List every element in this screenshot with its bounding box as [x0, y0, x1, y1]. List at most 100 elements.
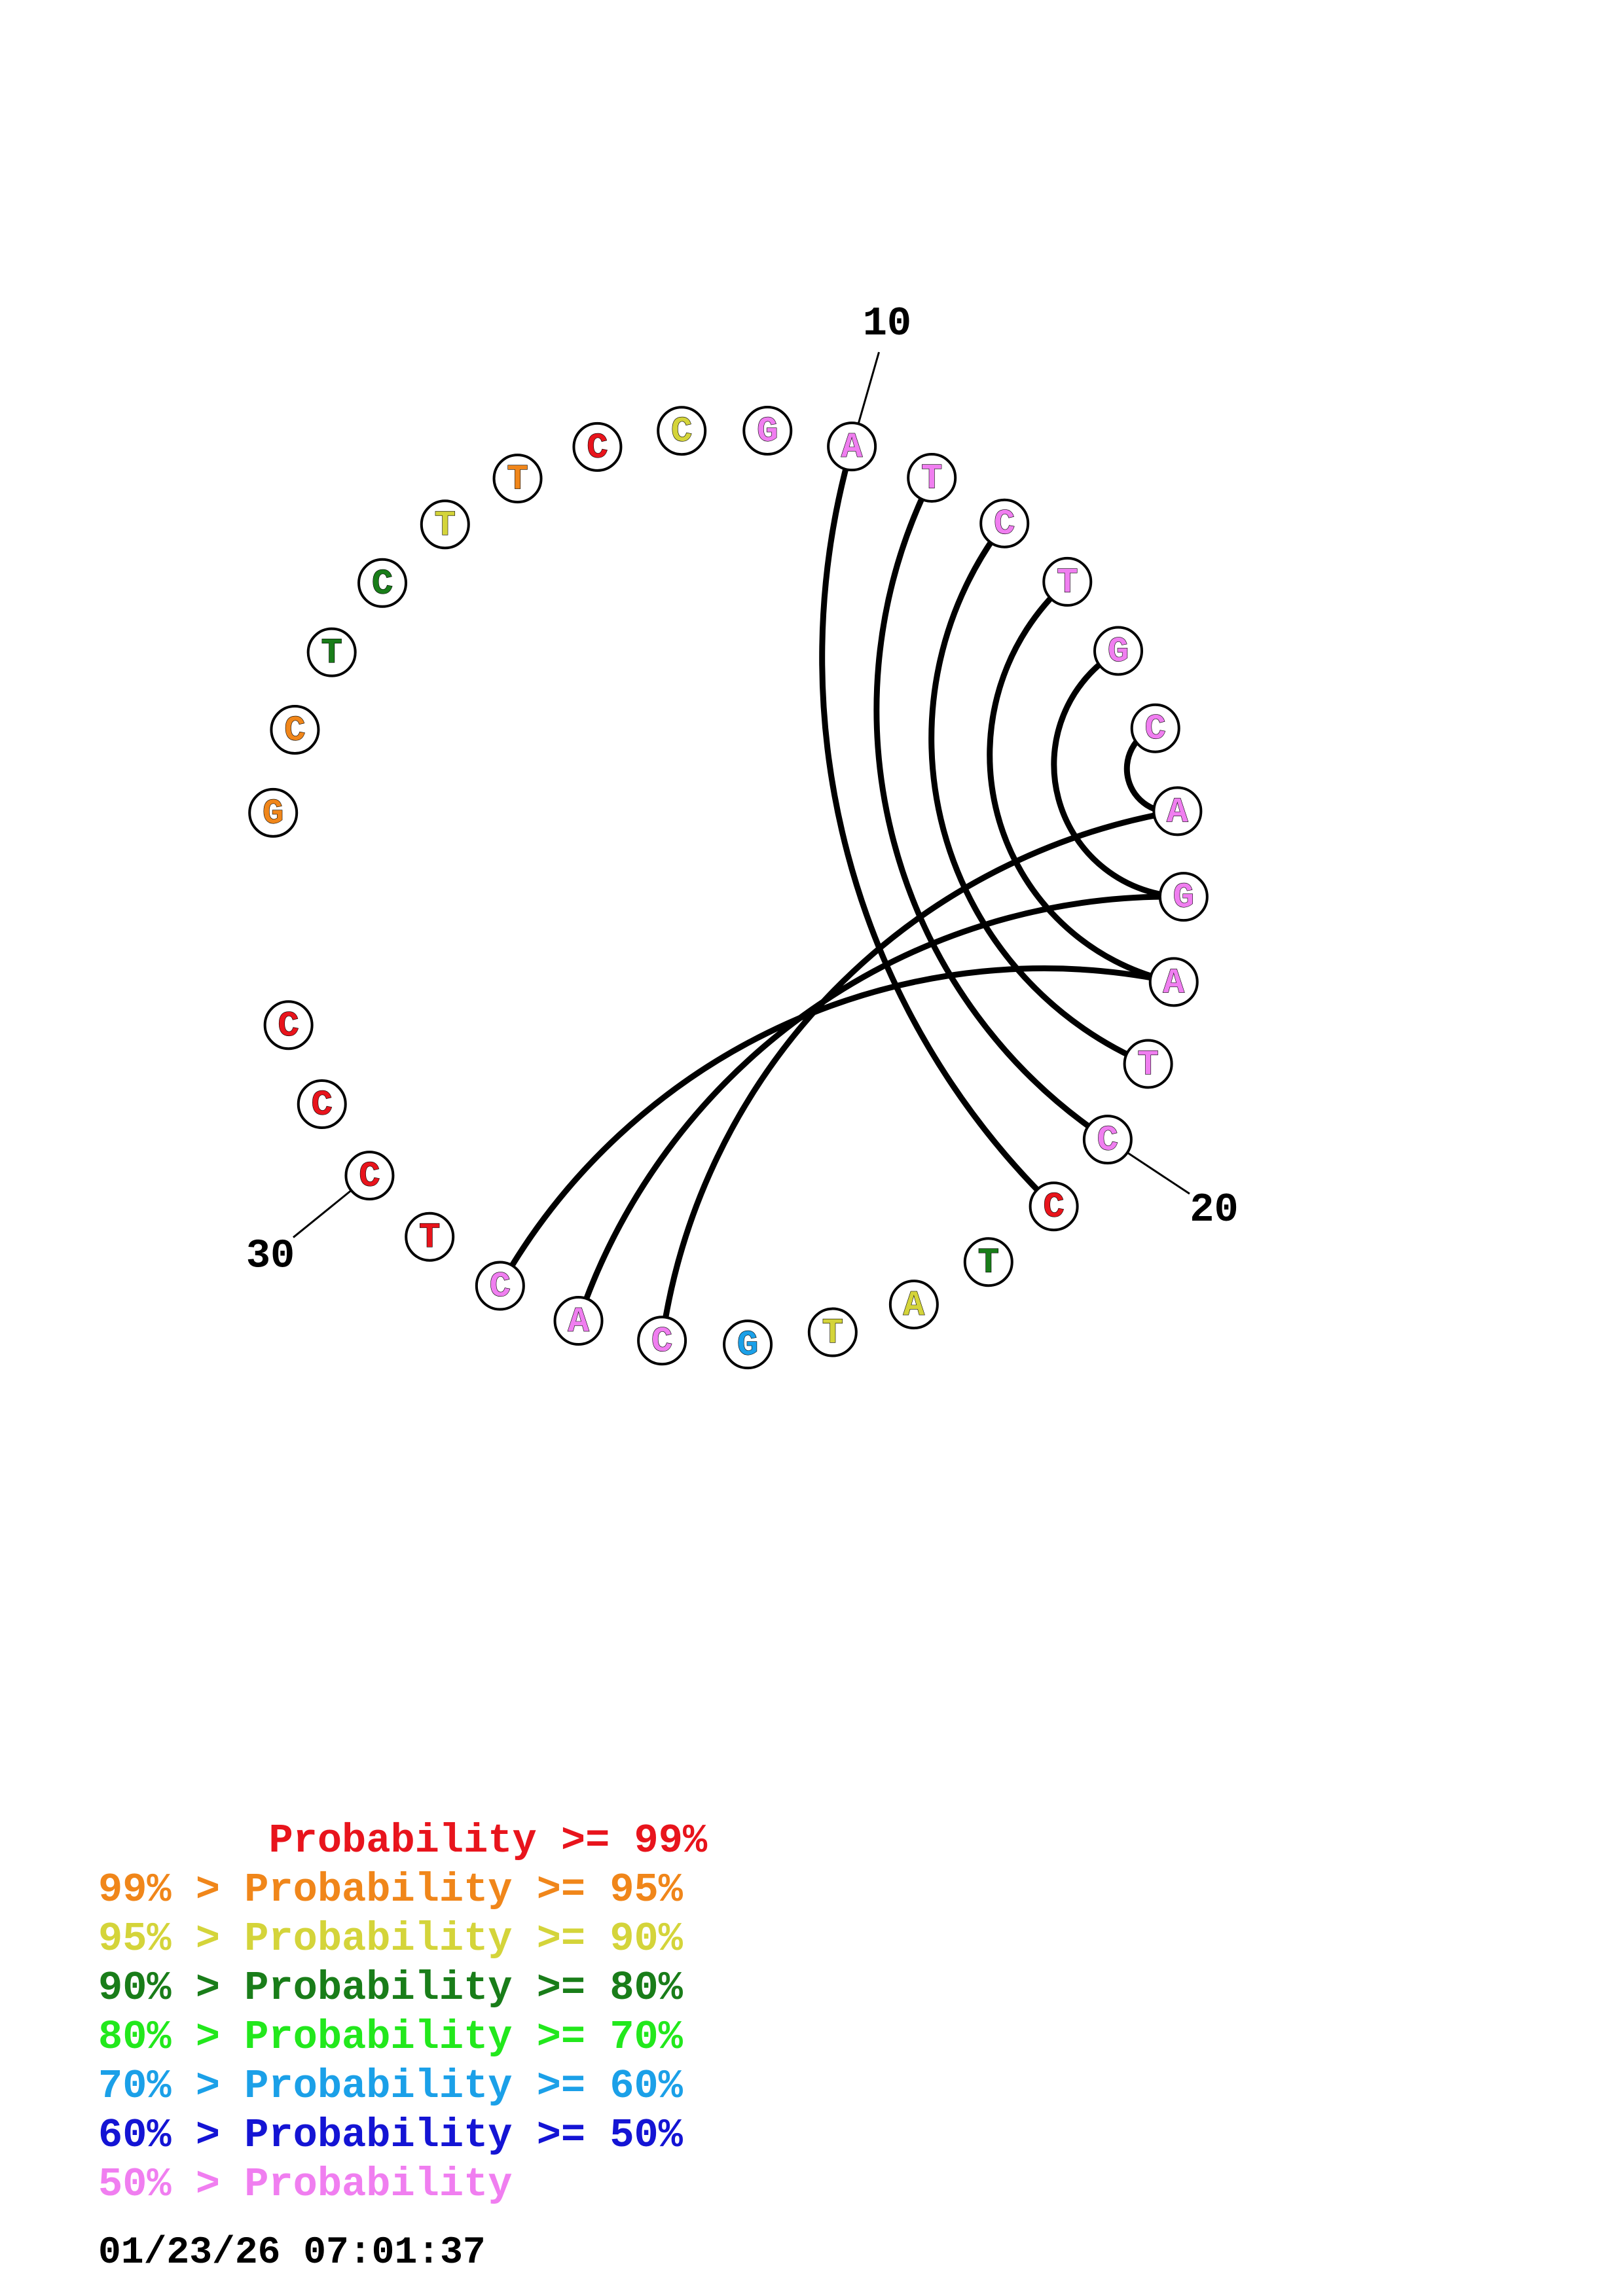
base-pair-arc	[987, 579, 1177, 985]
nucleotide-letter: C	[671, 412, 692, 452]
nucleotide-letter: C	[372, 564, 393, 604]
nucleotide-letter: T	[419, 1218, 440, 1258]
nucleotide: T	[420, 499, 470, 550]
legend-entry: 90% > Probability >= 80%	[98, 1965, 683, 2011]
nucleotide-letter: C	[359, 1157, 380, 1197]
nucleotide-circle	[270, 705, 320, 755]
nucleotide-circle	[1093, 626, 1144, 676]
nucleotide-letter: T	[321, 634, 342, 673]
nucleotide-letter: T	[507, 460, 528, 500]
base-pair-arc	[819, 443, 1057, 1210]
nucleotide-letter: G	[263, 794, 283, 834]
base-pair-arc	[873, 475, 1111, 1143]
nucleotide: C	[979, 498, 1030, 548]
nucleotide-circle	[357, 558, 408, 608]
nucleotide-letter: C	[1097, 1121, 1118, 1161]
nucleotide-circle	[248, 787, 299, 838]
nucleotide: T	[1123, 1039, 1173, 1089]
nucleotide-letter: C	[284, 711, 305, 751]
nucleotide: C	[1082, 1115, 1133, 1165]
tick-label: 20	[1190, 1187, 1238, 1233]
nucleotide-letter: T	[921, 459, 942, 499]
nucleotide-letter: G	[757, 412, 778, 452]
nucleotide: C	[637, 1316, 687, 1366]
nucleotide-circle	[1152, 786, 1203, 836]
nucleotide-circle	[1158, 872, 1209, 922]
nucleotide: C	[1130, 703, 1180, 753]
nucleotide-circle	[888, 1280, 939, 1330]
nucleotide-letter: G	[1108, 632, 1129, 672]
nucleotide-circle	[344, 1151, 395, 1201]
nucleotide: T	[907, 452, 957, 503]
nucleotide-circle	[742, 405, 793, 456]
nucleotide-letter: C	[312, 1085, 333, 1125]
nucleotide-circle	[979, 498, 1030, 548]
nucleotide: A	[1152, 786, 1203, 836]
nucleotide: A	[888, 1280, 939, 1330]
nucleotide-circle	[657, 406, 707, 456]
tick-label: 10	[863, 300, 911, 347]
nucleotide-circle	[306, 627, 357, 677]
nucleotide: C	[657, 406, 707, 456]
nucleotide-letter: C	[1145, 709, 1166, 749]
nucleotide-circle	[1042, 556, 1093, 607]
nucleotide: A	[553, 1296, 604, 1346]
nucleotide-circle	[1082, 1115, 1133, 1165]
nucleotide-circle	[807, 1307, 858, 1357]
nucleotide: C	[475, 1261, 525, 1311]
nucleotide-letter: T	[435, 506, 456, 546]
nucleotide: C	[357, 558, 408, 608]
nucleotide: C	[572, 422, 623, 472]
legend-entry: 70% > Probability >= 60%	[98, 2063, 683, 2109]
tick-line	[1127, 1151, 1190, 1195]
nucleotide-circle	[827, 422, 877, 472]
nucleotide-circle	[475, 1261, 525, 1311]
nucleotide-letter: A	[903, 1286, 925, 1326]
nucleotide: C	[297, 1079, 347, 1129]
nucleotide-circle	[907, 452, 957, 503]
legend-entry: 99% > Probability >= 95%	[98, 1867, 683, 1913]
base-pair-arc	[659, 808, 1180, 1344]
legend-entry: 60% > Probability >= 50%	[98, 2112, 683, 2159]
nucleotide: G	[248, 787, 299, 838]
nucleotide-letter: A	[841, 428, 863, 468]
nucleotide: C	[1029, 1181, 1079, 1232]
nucleotide-letter: T	[822, 1314, 843, 1354]
nucleotide-circle	[1148, 957, 1199, 1007]
nucleotide-letter: T	[978, 1244, 999, 1283]
nucleotide-letter: G	[737, 1326, 758, 1366]
base-pair-arc	[575, 893, 1187, 1324]
nucleotide-letter: T	[1057, 563, 1078, 603]
nucleotide-circle	[553, 1296, 604, 1346]
legend-entry: Probability >= 99%	[98, 1818, 708, 1864]
base-pair-arc	[1051, 648, 1187, 900]
nucleotide-letter: G	[1173, 878, 1194, 918]
nucleotide-letter: C	[651, 1322, 672, 1362]
nucleotide-circle	[1029, 1181, 1079, 1232]
nucleotide-circle	[723, 1319, 773, 1370]
nucleotide: C	[344, 1151, 395, 1201]
nucleotide-letter: C	[278, 1007, 299, 1047]
legend-entry: 50% > Probability	[98, 2161, 513, 2208]
nucleotide-circle	[572, 422, 623, 472]
tick-line	[293, 1189, 352, 1238]
nucleotide: T	[963, 1237, 1013, 1287]
nucleotide-circle	[263, 1000, 314, 1050]
nucleotide-letter: A	[568, 1302, 589, 1342]
legend-entry: 95% > Probability >= 90%	[98, 1916, 683, 1962]
base-pair-arc	[497, 965, 1177, 1289]
nucleotide-circle	[297, 1079, 347, 1129]
position-ticks: 10 20 30	[246, 300, 1239, 1279]
nucleotide: G	[1093, 626, 1144, 676]
nucleotide-letter: C	[994, 505, 1015, 545]
nucleotide: A	[1148, 957, 1199, 1007]
nucleotide-letter: A	[1163, 963, 1185, 1003]
nucleotide-letter: C	[490, 1267, 511, 1307]
nucleotide: G	[742, 405, 793, 456]
tick-line	[857, 351, 880, 424]
nucleotide-circle	[492, 454, 543, 504]
nucleotide-circle	[405, 1211, 455, 1262]
nucleotide-circle	[420, 499, 470, 550]
